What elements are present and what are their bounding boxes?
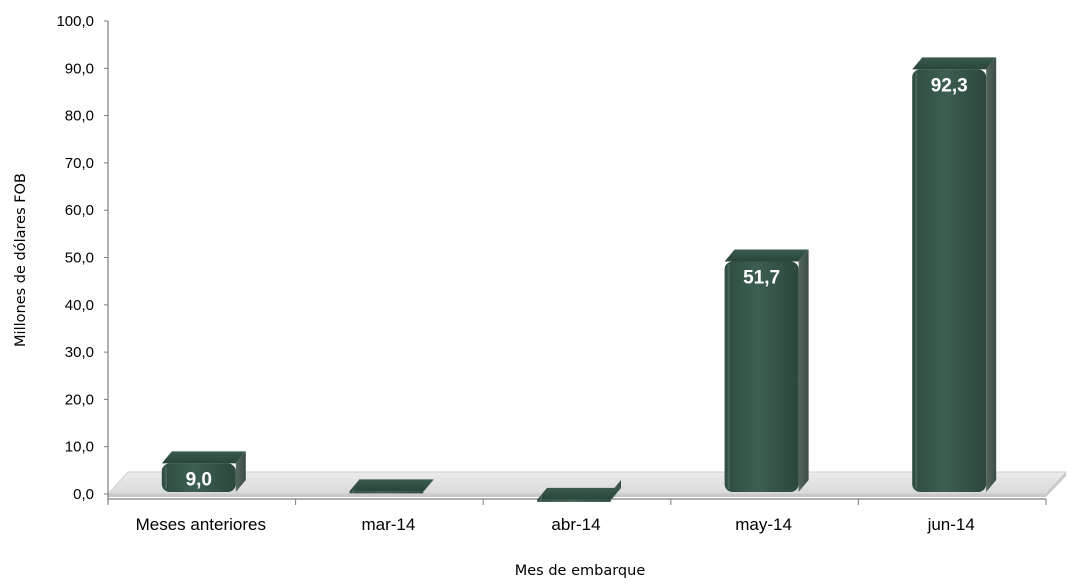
bar-top <box>724 249 809 262</box>
y-tick-label: 70,0 <box>65 155 94 172</box>
bar-front <box>161 463 236 492</box>
y-tick-label: 10,0 <box>65 439 94 456</box>
bar-top <box>161 451 246 464</box>
bar-side <box>986 57 997 493</box>
bar <box>724 249 809 492</box>
y-tick-label: 100,0 <box>56 13 94 30</box>
y-tick-label: 40,0 <box>65 297 94 314</box>
x-category-label: abr-14 <box>551 515 600 534</box>
data-labels: 9,0 3,1 1,3 51,7 92,3 <box>186 75 968 526</box>
bar <box>912 57 997 493</box>
x-category-label: Meses anteriores <box>136 515 266 534</box>
y-tick-label: 90,0 <box>65 60 94 77</box>
axes <box>104 20 1047 505</box>
bar-side <box>798 249 809 492</box>
data-label: 1,3 <box>561 506 587 527</box>
data-label: 51,7 <box>743 267 780 288</box>
y-tick-label: 20,0 <box>65 391 94 408</box>
bar-front <box>724 261 799 492</box>
y-tick-label: 60,0 <box>65 202 94 219</box>
y-axis-tick-labels: 0,0 10,0 20,0 30,0 40,0 50,0 60,0 70,0 80,0 90,0 1… <box>56 13 94 503</box>
y-tick-label: 50,0 <box>65 250 94 267</box>
bar-front <box>349 491 424 494</box>
data-label: 3,1 <box>373 497 400 518</box>
x-axis-title: Mes de embarque <box>515 563 646 579</box>
data-label: 9,0 <box>186 469 212 490</box>
bar <box>349 479 434 495</box>
bar-side <box>423 479 434 492</box>
bar-top <box>912 57 997 70</box>
y-tick-label: 80,0 <box>65 108 94 125</box>
bar-top <box>537 487 621 500</box>
x-axis-category-labels: Meses anteriores mar-14 abr-14 may-14 jun-14 <box>136 515 975 534</box>
bar-top <box>349 479 434 492</box>
bar <box>161 451 246 492</box>
bar-front <box>912 69 987 493</box>
data-label: 92,3 <box>931 75 968 96</box>
y-tick-label: 30,0 <box>65 344 94 361</box>
y-tick-label: 0,0 <box>73 486 94 503</box>
bars <box>161 57 997 503</box>
bar-front <box>537 499 611 502</box>
x-category-label: jun-14 <box>927 515 975 534</box>
bar <box>537 480 621 503</box>
x-category-label: mar-14 <box>361 515 415 534</box>
plot-floor <box>106 471 1067 497</box>
plot-floor-edge <box>108 472 1066 497</box>
bar-side <box>235 451 246 492</box>
x-category-label: may-14 <box>735 515 792 534</box>
y-axis-title: Millones de dólares FOB <box>13 173 29 347</box>
